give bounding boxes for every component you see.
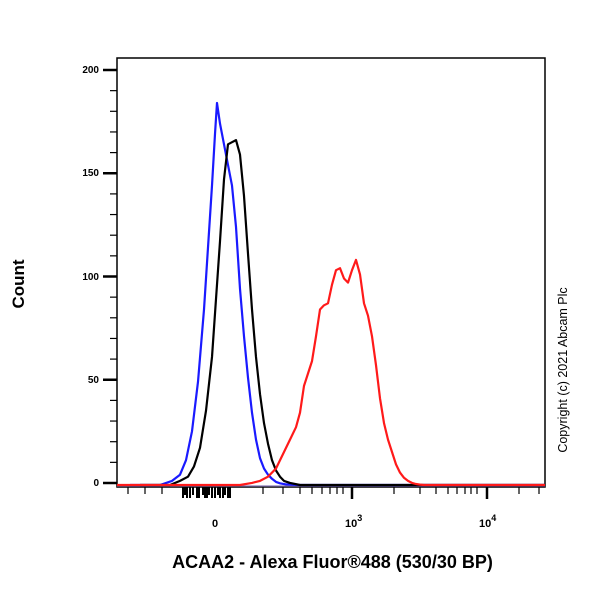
series-line-blue xyxy=(130,101,545,487)
y-axis-title: Count xyxy=(4,244,34,324)
y-axis-ticks xyxy=(103,68,117,485)
series-line-red xyxy=(117,258,545,487)
x-tick-label-1e3: 103 xyxy=(345,513,362,530)
y-tick-label-150: 150 xyxy=(82,168,99,179)
y-axis-tick-labels: 0 50 100 150 200 xyxy=(82,65,99,489)
y-tick-label-0: 0 xyxy=(93,478,99,489)
copyright-text: Copyright (c) 2021 Abcam Plc xyxy=(556,287,570,453)
y-tick-label-200: 200 xyxy=(82,65,99,76)
plot-frame xyxy=(116,57,546,488)
histogram-series xyxy=(117,101,545,487)
x-tick-label-1e4: 104 xyxy=(479,513,496,530)
x-tick-label-0: 0 xyxy=(212,518,218,530)
x-axis-title: ACAA2 - Alexa Fluor®488 (530/30 BP) xyxy=(172,552,493,572)
x-axis-tick-labels: 0 103 104 xyxy=(212,513,496,530)
y-tick-label-100: 100 xyxy=(82,272,99,283)
x-axis-ticks xyxy=(127,487,540,499)
series-line-black xyxy=(140,139,545,487)
copyright-notice: Copyright (c) 2021 Abcam Plc xyxy=(552,250,574,490)
y-tick-label-50: 50 xyxy=(88,375,100,386)
y-axis-title-text: Count xyxy=(9,259,28,309)
